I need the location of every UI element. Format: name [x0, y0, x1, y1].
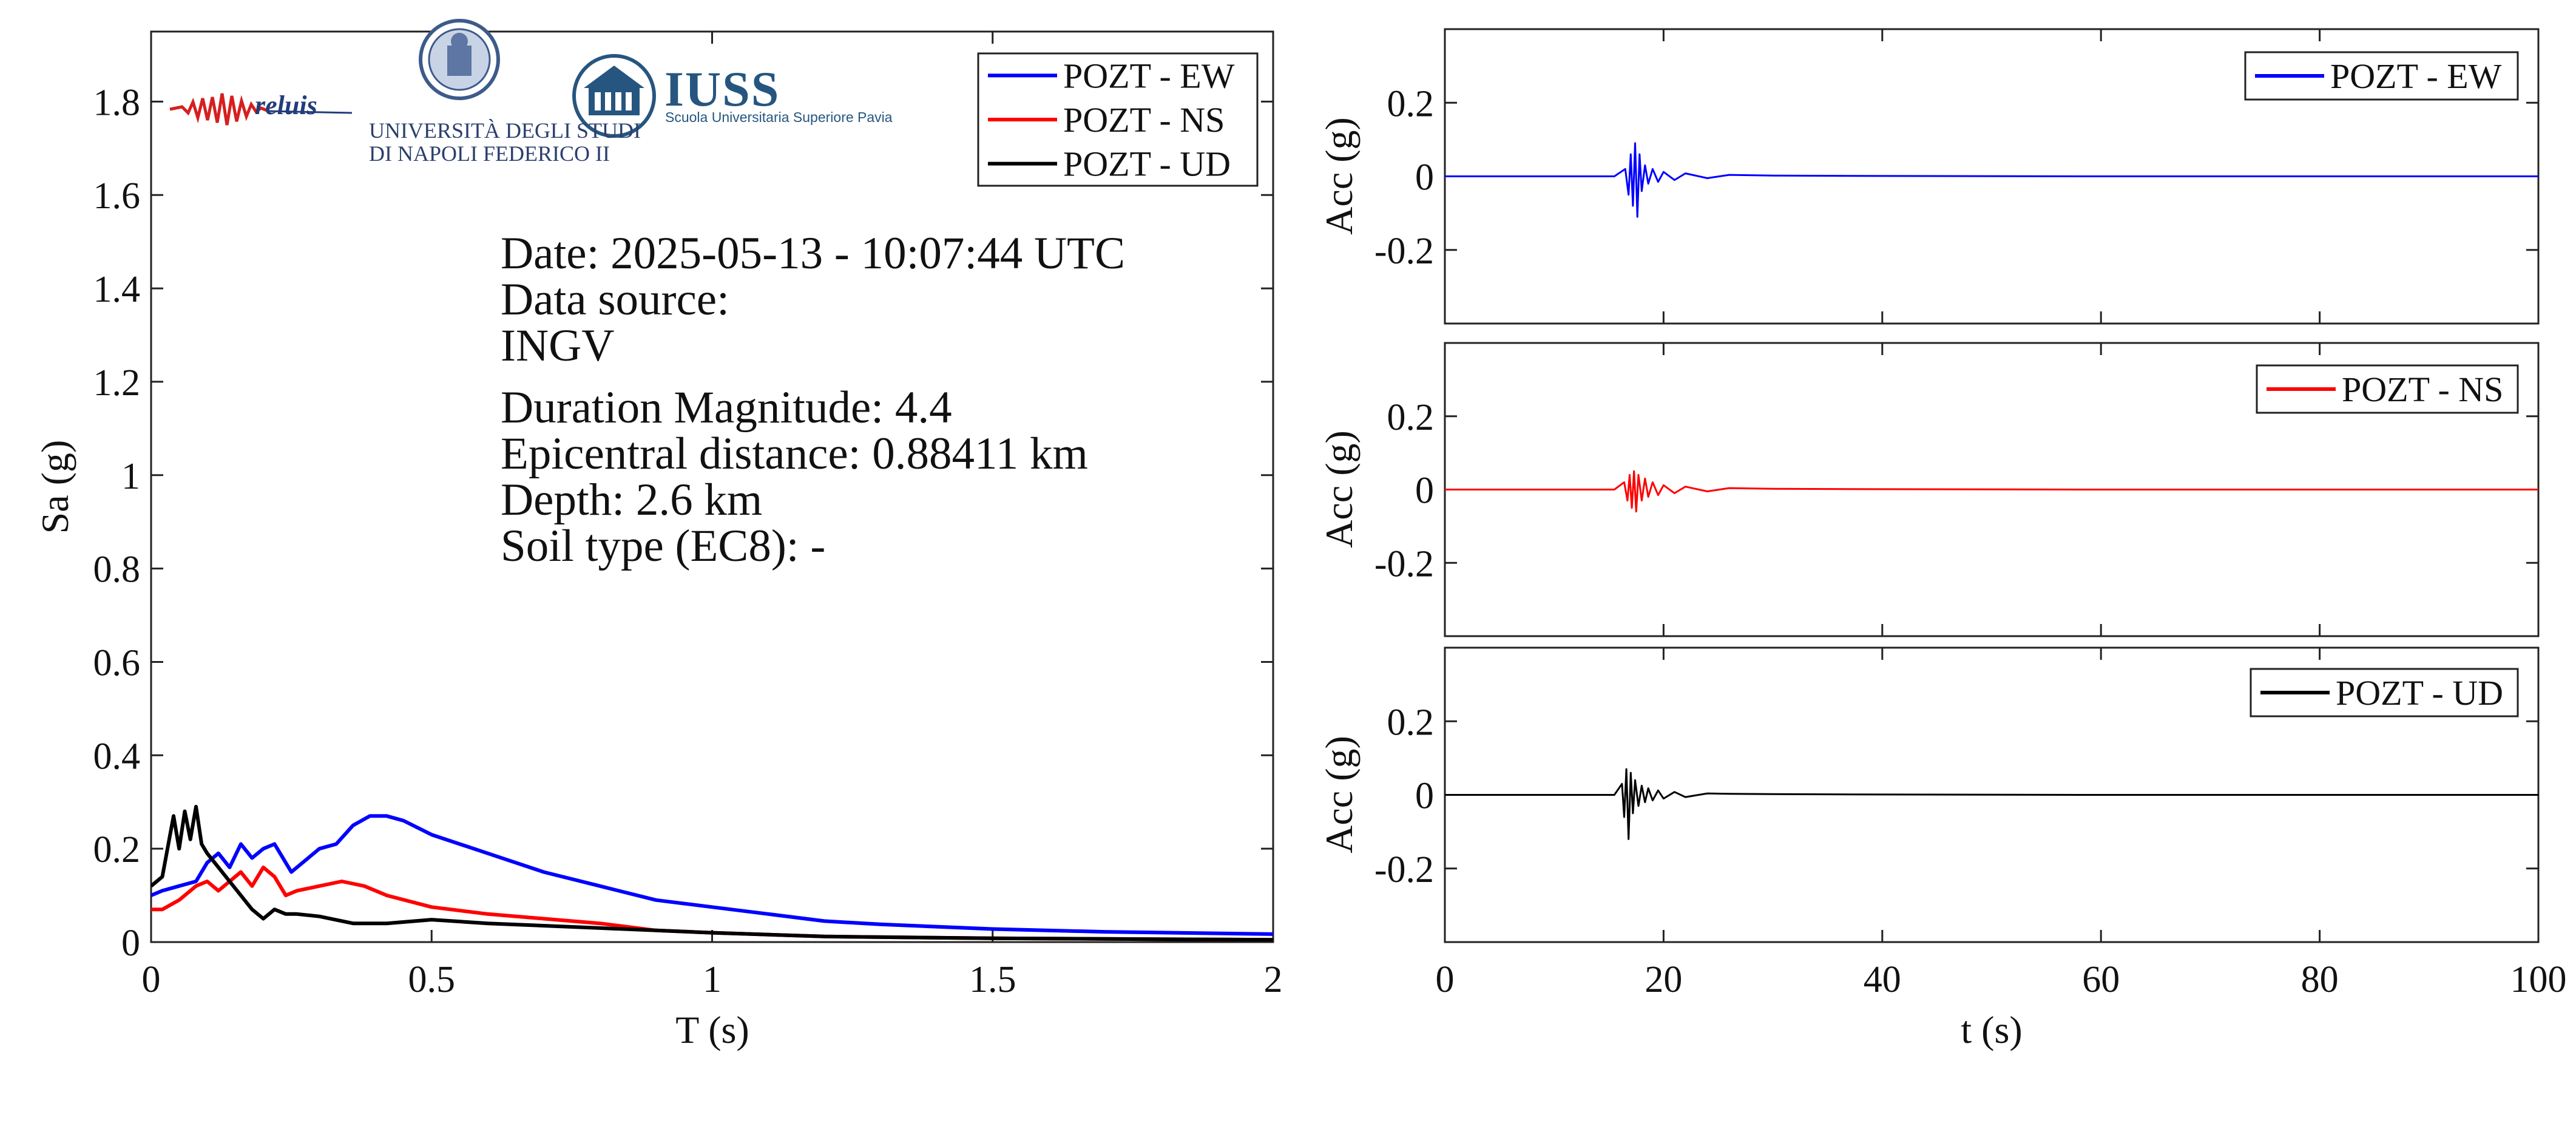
- reluis-logo-text: reluis: [255, 90, 317, 120]
- legend: POZT - EW: [2244, 51, 2519, 101]
- x-tick-label: 0: [142, 959, 161, 1000]
- x-tick-label: 0.5: [408, 959, 456, 1000]
- y-tick-label: 0.4: [93, 736, 141, 777]
- legend-label: POZT - UD: [1063, 144, 1231, 184]
- series-line: [151, 814, 1273, 936]
- y-tick-label: 1.8: [93, 82, 141, 123]
- y-tick-label: 1.4: [93, 269, 141, 310]
- series-line: [1445, 768, 2538, 840]
- y-tick-label: -0.2: [1374, 543, 1434, 585]
- epicentral-distance: Epicentral distance: 0.88411 km: [501, 429, 1088, 479]
- series-line: [151, 804, 1273, 942]
- y-tick-label: 0.2: [1387, 702, 1435, 743]
- chart-1: 0 0.2 0.4 0.6 0.8 1 1.2 1.4 1.6 1.8 0 0.5 1 1.5 2 T (s)…: [33, 30, 1283, 1051]
- x-axis-label: T (s): [675, 1008, 749, 1051]
- event-magnitude: Duration Magnitude: 4.4: [501, 382, 952, 433]
- iuss-emblem-icon: [572, 54, 656, 138]
- y-tick-label: 0.2: [93, 829, 141, 870]
- y-tick-label: 0.8: [93, 549, 141, 591]
- y-axis-label: Acc (g): [1317, 430, 1361, 548]
- y-tick-label: -0.2: [1374, 231, 1434, 272]
- legend-label: POZT - EW: [1063, 56, 1235, 95]
- y-tick-label: 1.2: [93, 362, 141, 404]
- y-tick-label: 0: [1415, 157, 1434, 198]
- y-tick-label: 1.6: [93, 175, 141, 217]
- y-tick-label: 0.2: [1387, 397, 1435, 438]
- x-tick-label: 80: [2301, 959, 2339, 1000]
- plots-layer: 0 0.2 0.4 0.6 0.8 1 1.2 1.4 1.6 1.8 0 0.5 1 1.5 2 T (s)…: [33, 28, 2567, 1051]
- legend-label: POZT - NS: [1063, 100, 1225, 140]
- legend-label: POZT - EW: [2330, 56, 2502, 96]
- y-tick-label: 0.6: [93, 642, 141, 683]
- soil-type: Soil type (EC8): -: [501, 521, 826, 571]
- x-tick-label: 100: [2510, 959, 2567, 1000]
- legend: POZT - NS: [2256, 364, 2519, 414]
- reluis-underline: [266, 110, 353, 114]
- event-date: Date: 2025-05-13 - 10:07:44 UTC: [501, 228, 1126, 279]
- y-tick-label: 0: [121, 923, 140, 964]
- iuss-logo-subtitle: Scuola Universitaria Superiore Pavia: [665, 109, 893, 125]
- chart-2: -0.2 0 0.2 Acc (g) POZT - EW: [1317, 28, 2540, 325]
- y-axis-label: Acc (g): [1317, 736, 1361, 853]
- iuss-logo-title: IUSS: [664, 61, 780, 117]
- reluis-logo: [169, 93, 353, 126]
- chart-3: -0.2 0 0.2 Acc (g) POZT - NS: [1317, 342, 2540, 637]
- x-tick-label: 2: [1264, 959, 1283, 1000]
- logos: [169, 19, 656, 138]
- data-source-label: Data source:: [501, 274, 729, 325]
- series-line: [1445, 470, 2538, 513]
- y-axis-label: Acc (g): [1317, 117, 1361, 235]
- x-tick-label: 0: [1436, 959, 1455, 1000]
- chart-4: -0.2 0 0.2 0 20 40 60 80 100 t (s) Acc (g) POZT - U…: [1317, 646, 2567, 1051]
- legend-label: POZT - UD: [2336, 673, 2503, 713]
- x-tick-label: 1.5: [969, 959, 1016, 1000]
- y-tick-label: -0.2: [1374, 849, 1434, 890]
- unina-logo-text: UNIVERSITÀ DEGLI STUDI DI NAPOLI FEDERIC…: [369, 118, 641, 166]
- unina-line-2: DI NAPOLI FEDERICO II: [369, 141, 610, 166]
- event-info: Date: 2025-05-13 - 10:07:44 UTC Data sou…: [501, 231, 1125, 569]
- x-tick-label: 40: [1864, 959, 1901, 1000]
- reluis-wave-icon: [169, 93, 268, 126]
- unina-seal-icon: [419, 19, 500, 100]
- y-tick-label: 0.2: [1387, 83, 1435, 124]
- series-line: [1445, 142, 2538, 218]
- y-tick-label: 1: [121, 456, 140, 497]
- y-tick-label: 0: [1415, 776, 1434, 817]
- event-depth: Depth: 2.6 km: [501, 475, 763, 525]
- legend-box: [2256, 364, 2519, 414]
- data-source-value: INGV: [501, 321, 615, 371]
- x-tick-label: 20: [1645, 959, 1682, 1000]
- y-axis-label: Sa (g): [33, 440, 76, 534]
- unina-line-1: UNIVERSITÀ DEGLI STUDI: [369, 118, 641, 143]
- legend: POZT - UD: [2250, 668, 2519, 717]
- x-tick-label: 60: [2082, 959, 2120, 1000]
- x-tick-label: 1: [703, 959, 722, 1000]
- x-axis-label: t (s): [1961, 1008, 2022, 1051]
- legend-label: POZT - NS: [2342, 370, 2503, 409]
- y-tick-label: 0: [1415, 470, 1434, 512]
